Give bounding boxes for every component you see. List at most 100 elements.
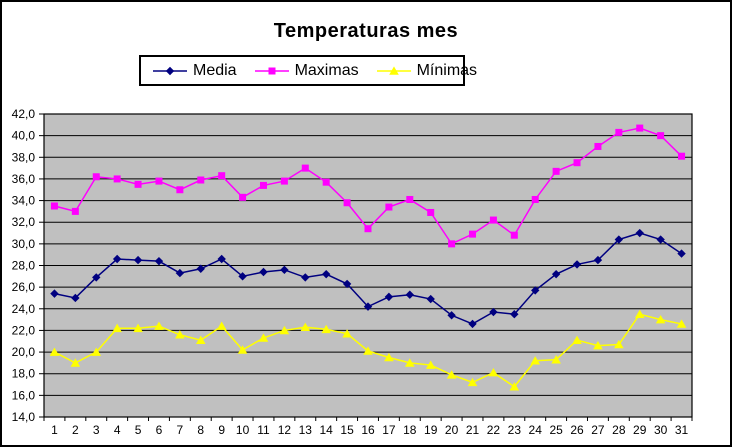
x-axis-label: 23 <box>508 423 522 437</box>
minimas-marker <box>655 315 666 324</box>
media-marker <box>635 228 644 238</box>
minimas-marker <box>676 319 687 328</box>
y-axis-label: 14,0 <box>12 410 36 424</box>
x-axis-label: 25 <box>549 423 563 437</box>
y-axis-label: 34,0 <box>12 194 36 208</box>
x-axis-label: 29 <box>633 423 647 437</box>
minimas-marker <box>384 352 394 362</box>
x-axis-label: 19 <box>424 423 438 437</box>
minimas-marker <box>237 345 248 354</box>
x-axis-label: 17 <box>382 423 396 437</box>
maximas-marker <box>406 195 414 203</box>
maximas-marker <box>448 240 456 248</box>
media-marker <box>510 309 519 319</box>
maximas-marker <box>239 193 247 201</box>
x-axis-label: 5 <box>135 423 142 437</box>
minimas-series-icon <box>376 65 411 75</box>
maximas-legend-marker <box>268 67 276 74</box>
y-axis-label: 32,0 <box>12 215 36 229</box>
maximas-marker <box>280 177 288 185</box>
x-axis-label: 6 <box>156 423 163 437</box>
media-marker <box>426 294 435 304</box>
maximas-marker <box>636 124 644 132</box>
minimas-marker <box>175 330 185 339</box>
x-axis-label: 24 <box>529 423 543 437</box>
maximas-marker <box>489 216 497 224</box>
x-axis-label: 31 <box>675 423 689 437</box>
x-axis-label: 22 <box>487 423 501 437</box>
maximas-marker <box>176 186 184 194</box>
legend-item-minimas[interactable]: Mínimas <box>376 62 477 80</box>
maximas-marker <box>259 181 267 189</box>
x-axis-label: 26 <box>570 423 584 437</box>
minimas-marker <box>572 335 582 344</box>
minimas-marker <box>321 324 331 334</box>
media-marker <box>489 307 498 317</box>
x-axis-label: 10 <box>236 423 250 437</box>
minimas-marker <box>133 323 143 333</box>
minimas-marker <box>195 335 206 344</box>
media-marker <box>133 255 143 265</box>
minimas-marker <box>363 346 373 355</box>
minimas-marker <box>49 347 60 356</box>
minimas-marker <box>154 321 164 330</box>
maximas-marker <box>322 178 330 186</box>
minimas-marker <box>91 347 102 356</box>
media-marker <box>447 311 456 320</box>
y-axis-label: 16,0 <box>12 388 36 402</box>
x-axis-label: 1 <box>51 423 58 437</box>
maximas-marker <box>218 172 226 180</box>
media-marker <box>593 255 603 265</box>
minimas-marker <box>112 323 122 333</box>
y-axis-label: 40,0 <box>12 129 36 143</box>
x-axis-label: 4 <box>114 423 121 437</box>
minimas-marker <box>70 358 81 367</box>
media-marker <box>175 268 185 278</box>
x-axis-label: 12 <box>278 423 292 437</box>
minimas-marker <box>258 333 269 342</box>
maximas-marker <box>134 180 142 188</box>
media-marker <box>614 235 624 244</box>
x-axis-label: 28 <box>612 423 626 437</box>
minimas-marker <box>488 368 499 377</box>
media-marker <box>154 256 164 266</box>
x-axis-label: 7 <box>177 423 184 437</box>
media-marker <box>656 235 665 244</box>
minimas-marker <box>405 358 415 367</box>
maximas-marker <box>301 164 309 172</box>
media-marker <box>468 319 477 329</box>
media-marker <box>405 290 415 299</box>
x-axis-label: 9 <box>218 423 225 437</box>
media-marker <box>531 286 540 295</box>
legend-label-maximas: Maximas <box>294 61 359 79</box>
minimas-marker <box>509 382 520 391</box>
maximas-marker <box>113 175 121 183</box>
maximas-marker <box>364 225 372 233</box>
x-axis-label: 2 <box>72 423 79 437</box>
maximas-marker <box>50 202 58 210</box>
media-marker <box>551 269 561 279</box>
minimas-marker <box>216 321 227 330</box>
minimas-marker <box>342 329 352 338</box>
legend-item-maximas[interactable]: Maximas <box>254 61 359 80</box>
media-marker <box>342 279 352 289</box>
minimas-marker <box>467 377 478 387</box>
maximas-marker <box>385 203 393 211</box>
y-axis-label: 26,0 <box>12 280 36 294</box>
minimas-marker <box>530 356 541 365</box>
media-marker <box>238 272 247 281</box>
x-axis-label: 3 <box>93 423 100 437</box>
x-axis-label: 30 <box>654 423 668 437</box>
x-axis-label: 20 <box>445 423 459 437</box>
x-axis-label: 11 <box>257 423 270 437</box>
media-marker <box>301 273 310 282</box>
x-axis-label: 21 <box>466 423 480 437</box>
maximas-marker <box>657 132 665 140</box>
media-series-icon <box>153 66 187 75</box>
maximas-marker <box>427 208 435 216</box>
minimas-marker <box>279 325 290 335</box>
x-axis-label: 13 <box>299 423 313 437</box>
y-axis-label: 18,0 <box>12 367 36 381</box>
legend-item-media[interactable]: Media <box>153 62 237 80</box>
